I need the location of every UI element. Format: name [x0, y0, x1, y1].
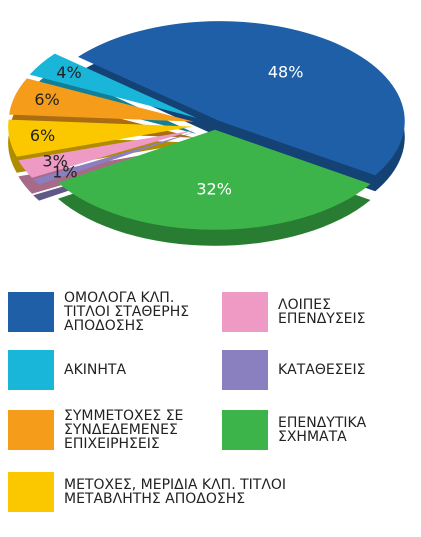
data-label: 3% — [42, 152, 67, 171]
legend-label: ΑΚΙΝΗΤΑ — [64, 362, 127, 378]
legend-swatch — [8, 472, 54, 512]
legend-label: ΟΜΟΛΟΓΑ ΚΛΠ. ΤΙΤΛΟΙ ΣΤΑΘΕΡΗΣ ΑΠΟΔΟΣΗΣ — [64, 290, 190, 334]
legend-label: ΛΟΙΠΕΣ ΕΠΕΝΔΥΣΕΙΣ — [278, 297, 366, 327]
data-label: 6% — [34, 90, 59, 109]
slice — [8, 119, 194, 157]
legend-label: ΜΕΤΟΧΕΣ, ΜΕΡΙΔΙΑ ΚΛΠ. ΤΙΤΛΟΙ ΜΕΤΑΒΛΗΤΗΣ … — [64, 477, 287, 507]
slice — [18, 130, 195, 178]
data-label: 6% — [30, 126, 55, 145]
legend-swatch — [8, 292, 54, 332]
data-label: 1% — [52, 162, 77, 181]
slice — [9, 78, 194, 122]
legend-swatch — [222, 350, 268, 390]
legend-swatch — [222, 410, 268, 450]
legend-label: ΕΠΕΝΔΥΤΙΚΑ ΣΧΗΜΑΤΑ — [278, 415, 367, 445]
slice — [33, 131, 196, 185]
slice — [58, 129, 371, 230]
legend-label: ΣΥΜΜΕΤΟΧΕΣ ΣΕ ΣΥΝΔΕΔΕΜΕΝΕΣ ΕΠΙΧΕΙΡΗΣΕΙΣ — [64, 408, 184, 452]
pie: 48% 32% 1%3% 6% 6% 4% — [8, 21, 405, 246]
legend-swatch — [222, 292, 268, 332]
data-label: 4% — [56, 63, 81, 82]
data-label: 32% — [196, 179, 232, 198]
legend-label: ΚΑΤΑΘΕΣΕΙΣ — [278, 362, 366, 378]
legend-swatch — [8, 410, 54, 450]
slice — [78, 21, 405, 176]
data-label: 48% — [268, 62, 304, 81]
legend-swatch — [8, 350, 54, 390]
slice — [29, 53, 197, 118]
